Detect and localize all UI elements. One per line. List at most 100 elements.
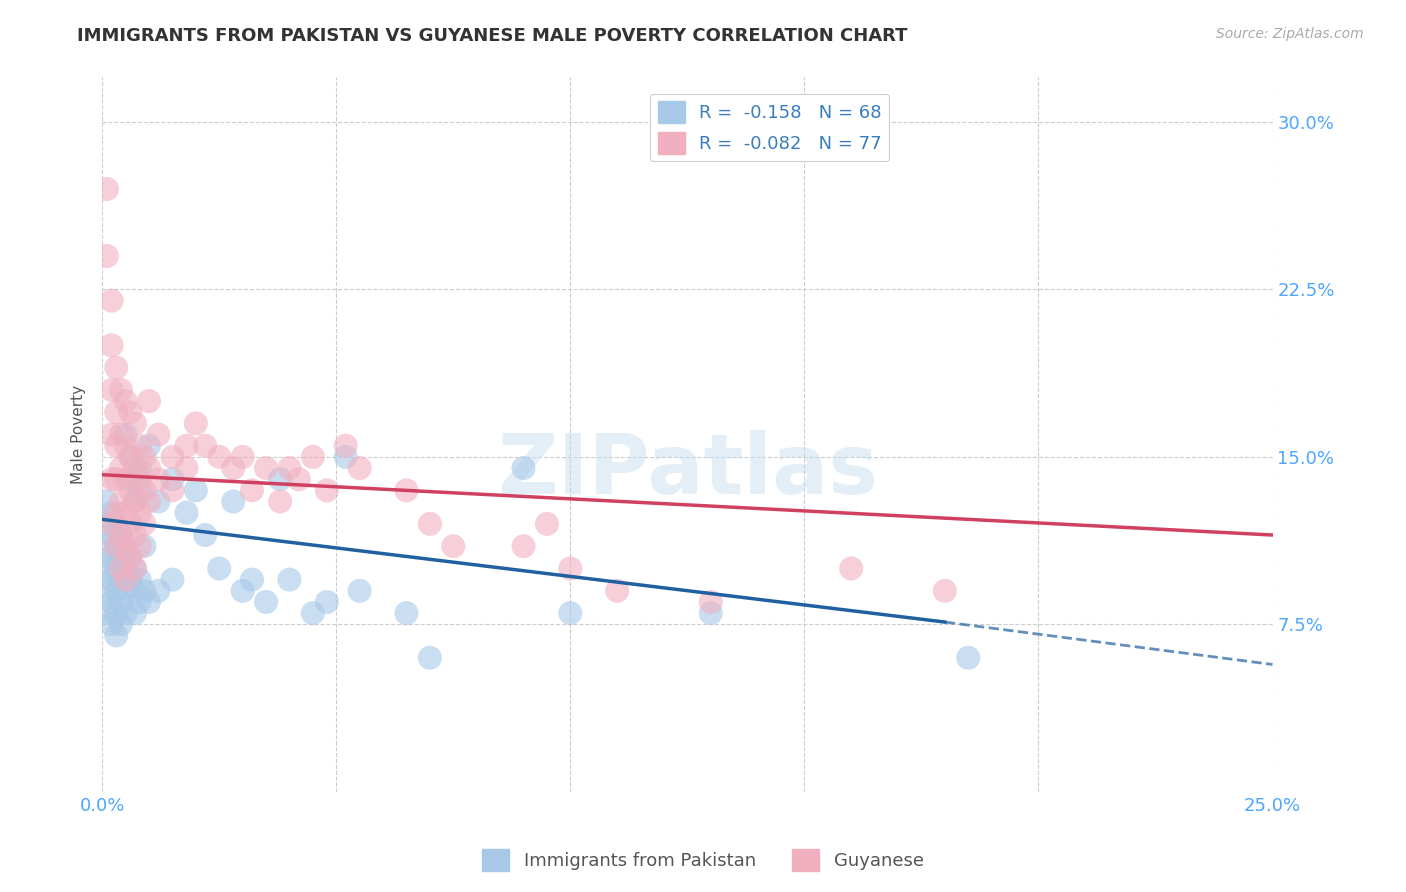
Point	[128, 439, 150, 453]
Point	[100, 573, 122, 587]
Point	[114, 539, 136, 553]
Point	[134, 450, 156, 464]
Point	[349, 583, 371, 598]
Point	[100, 506, 122, 520]
Point	[162, 573, 184, 587]
Point	[96, 561, 118, 575]
Point	[96, 583, 118, 598]
Point	[100, 528, 122, 542]
Point	[148, 583, 170, 598]
Point	[162, 450, 184, 464]
Point	[184, 417, 207, 431]
Point	[120, 516, 142, 531]
Point	[105, 583, 128, 598]
Point	[96, 249, 118, 263]
Point	[105, 472, 128, 486]
Point	[176, 461, 198, 475]
Point	[128, 573, 150, 587]
Point	[124, 494, 146, 508]
Point	[128, 483, 150, 498]
Point	[128, 472, 150, 486]
Point	[110, 617, 132, 632]
Point	[148, 494, 170, 508]
Point	[96, 182, 118, 196]
Point	[208, 450, 231, 464]
Point	[105, 539, 128, 553]
Point	[114, 427, 136, 442]
Point	[105, 628, 128, 642]
Point	[110, 427, 132, 442]
Point	[134, 516, 156, 531]
Point	[232, 450, 254, 464]
Point	[110, 595, 132, 609]
Point	[208, 561, 231, 575]
Point	[316, 595, 339, 609]
Point	[124, 417, 146, 431]
Point	[278, 573, 301, 587]
Point	[100, 472, 122, 486]
Point	[254, 595, 277, 609]
Point	[120, 472, 142, 486]
Point	[120, 573, 142, 587]
Point	[316, 483, 339, 498]
Point	[105, 405, 128, 419]
Point	[100, 617, 122, 632]
Point	[134, 583, 156, 598]
Point	[700, 595, 723, 609]
Point	[120, 450, 142, 464]
Point	[269, 472, 291, 486]
Point	[240, 483, 263, 498]
Point	[134, 483, 156, 498]
Point	[148, 472, 170, 486]
Point	[138, 394, 160, 409]
Point	[110, 461, 132, 475]
Point	[100, 338, 122, 352]
Text: ZIPatlas: ZIPatlas	[496, 430, 877, 511]
Point	[560, 606, 582, 620]
Point	[957, 650, 980, 665]
Legend: R =  -0.158   N = 68, R =  -0.082   N = 77: R = -0.158 N = 68, R = -0.082 N = 77	[651, 94, 889, 161]
Legend: Immigrants from Pakistan, Guyanese: Immigrants from Pakistan, Guyanese	[475, 842, 931, 879]
Point	[114, 539, 136, 553]
Point	[114, 439, 136, 453]
Point	[114, 606, 136, 620]
Point	[934, 583, 956, 598]
Point	[302, 606, 325, 620]
Point	[100, 383, 122, 397]
Point	[222, 461, 245, 475]
Point	[105, 506, 128, 520]
Y-axis label: Male Poverty: Male Poverty	[72, 385, 86, 484]
Point	[120, 483, 142, 498]
Text: Source: ZipAtlas.com: Source: ZipAtlas.com	[1216, 27, 1364, 41]
Point	[176, 439, 198, 453]
Point	[162, 472, 184, 486]
Point	[110, 528, 132, 542]
Point	[148, 427, 170, 442]
Point	[288, 472, 311, 486]
Point	[138, 439, 160, 453]
Point	[335, 450, 357, 464]
Point	[120, 450, 142, 464]
Point	[240, 573, 263, 587]
Point	[419, 650, 441, 665]
Point	[105, 606, 128, 620]
Point	[128, 595, 150, 609]
Point	[100, 427, 122, 442]
Point	[194, 439, 217, 453]
Point	[100, 595, 122, 609]
Point	[162, 483, 184, 498]
Point	[110, 561, 132, 575]
Point	[395, 606, 418, 620]
Point	[134, 539, 156, 553]
Point	[124, 494, 146, 508]
Point	[395, 483, 418, 498]
Point	[105, 439, 128, 453]
Point	[349, 461, 371, 475]
Point	[110, 528, 132, 542]
Point	[138, 461, 160, 475]
Text: IMMIGRANTS FROM PAKISTAN VS GUYANESE MALE POVERTY CORRELATION CHART: IMMIGRANTS FROM PAKISTAN VS GUYANESE MAL…	[77, 27, 908, 45]
Point	[100, 516, 122, 531]
Point	[839, 561, 862, 575]
Point	[302, 450, 325, 464]
Point	[124, 583, 146, 598]
